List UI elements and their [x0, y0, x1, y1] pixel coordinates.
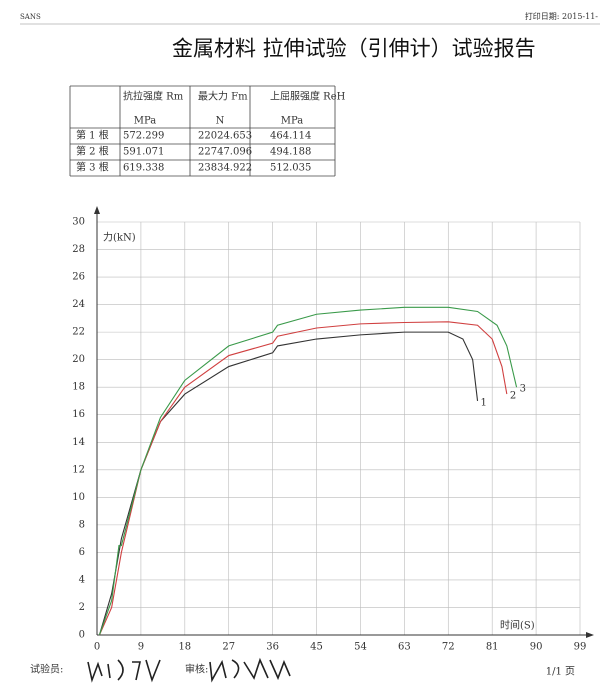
x-tick-label: 63 — [398, 642, 411, 653]
row-label: 第 3 根 — [76, 161, 109, 174]
x-tick-label: 99 — [574, 642, 587, 653]
column-unit: N — [216, 116, 225, 127]
header-left: SANS — [20, 13, 41, 21]
column-header: 最大力 Fm — [198, 90, 248, 103]
x-tick-label: 90 — [530, 642, 543, 653]
y-tick-label: 20 — [72, 354, 85, 365]
column-unit: MPa — [281, 116, 304, 127]
y-tick-label: 0 — [79, 630, 85, 641]
x-tick-label: 72 — [442, 642, 455, 653]
y-tick-label: 8 — [79, 519, 85, 530]
y-tick-label: 22 — [72, 327, 85, 338]
y-tick-label: 14 — [72, 437, 85, 448]
y-tick-label: 28 — [72, 244, 85, 255]
reviewer-label: 审核: — [185, 663, 208, 676]
print-date: 打印日期: 2015-11- — [525, 11, 598, 21]
x-tick-label: 9 — [138, 642, 144, 653]
y-tick-label: 30 — [72, 217, 85, 228]
series-line — [98, 321, 508, 636]
y-tick-label: 6 — [79, 547, 85, 558]
column-unit: MPa — [134, 116, 157, 127]
series-label: 3 — [520, 384, 526, 395]
x-tick-label: 54 — [354, 642, 367, 653]
cell: 22747.096 — [198, 147, 252, 158]
series-line — [98, 306, 518, 636]
y-tick-label: 10 — [72, 492, 85, 503]
title: 金属材料 拉伸试验（引伸计）试验报告 — [172, 37, 536, 61]
x-axis-label: 时间(S) — [500, 619, 535, 632]
row-label: 第 2 根 — [76, 145, 109, 158]
y-tick-label: 2 — [79, 602, 85, 613]
row-label: 第 1 根 — [76, 129, 109, 142]
y-tick-label: 12 — [72, 464, 85, 475]
cell: 619.338 — [123, 163, 164, 174]
tester-signature — [87, 659, 161, 683]
x-tick-label: 45 — [310, 642, 323, 653]
cell: 512.035 — [270, 163, 311, 174]
reviewer-signature — [209, 657, 291, 683]
series-label: 2 — [510, 391, 516, 402]
y-tick-label: 26 — [72, 272, 85, 283]
series-line — [98, 331, 479, 636]
y-tick-label: 24 — [72, 299, 85, 310]
column-header: 上屈服强度 ReH — [270, 90, 346, 103]
page-number: 1/1 页 — [546, 666, 575, 678]
result-table — [69, 85, 336, 177]
x-tick-label: 36 — [266, 642, 279, 653]
cell: 494.188 — [270, 147, 311, 158]
x-tick-label: 0 — [94, 642, 100, 653]
x-arrow — [586, 632, 594, 638]
tester-label: 试验员: — [30, 663, 63, 676]
y-arrow — [94, 206, 100, 214]
cell: 23834.922 — [198, 163, 252, 174]
x-tick-label: 81 — [486, 642, 499, 653]
y-tick-label: 18 — [72, 382, 85, 393]
cell: 572.299 — [123, 131, 164, 142]
cell: 591.071 — [123, 147, 164, 158]
cell: 464.114 — [270, 131, 311, 142]
x-tick-label: 18 — [178, 642, 191, 653]
cell: 22024.653 — [198, 131, 252, 142]
x-tick-label: 27 — [222, 642, 235, 653]
y-axis-label: 力(kN) — [103, 231, 136, 244]
series-label: 1 — [481, 397, 487, 408]
y-tick-label: 4 — [79, 574, 85, 585]
y-tick-label: 16 — [72, 409, 85, 420]
column-header: 抗拉强度 Rm — [123, 90, 184, 103]
